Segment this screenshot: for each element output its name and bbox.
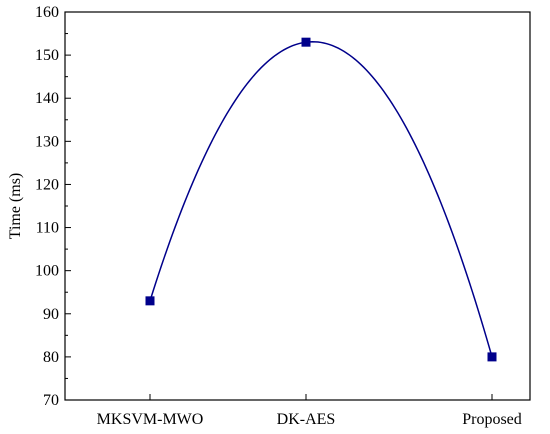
- y-tick-label: 100: [35, 263, 59, 280]
- series-markers: [145, 37, 497, 362]
- y-tick-label: 130: [35, 133, 59, 150]
- x-tick-label: MKSVM-MWO: [97, 411, 204, 428]
- data-point: [487, 352, 497, 362]
- y-axis-title: Time (ms): [7, 173, 24, 240]
- y-tick-label: 120: [35, 176, 59, 193]
- series-curve: [149, 40, 493, 358]
- plot-frame: [64, 11, 531, 401]
- y-tick-label: 110: [36, 220, 59, 237]
- y-tick-label: 80: [43, 349, 59, 366]
- data-point: [301, 37, 311, 47]
- x-axis: MKSVM-MWO DK-AES Proposed: [97, 394, 522, 428]
- y-tick-label: 90: [43, 306, 59, 323]
- y-tick-label: 140: [35, 90, 59, 107]
- x-tick-label: DK-AES: [277, 411, 336, 428]
- y-tick-label: 160: [35, 4, 59, 21]
- y-tick-label: 70: [43, 392, 59, 409]
- y-axis: 70 80 90 100 110 120 130 140 150 160: [35, 4, 71, 409]
- x-tick-label: Proposed: [462, 411, 522, 428]
- y-tick-label: 150: [35, 47, 59, 64]
- data-point: [145, 296, 155, 306]
